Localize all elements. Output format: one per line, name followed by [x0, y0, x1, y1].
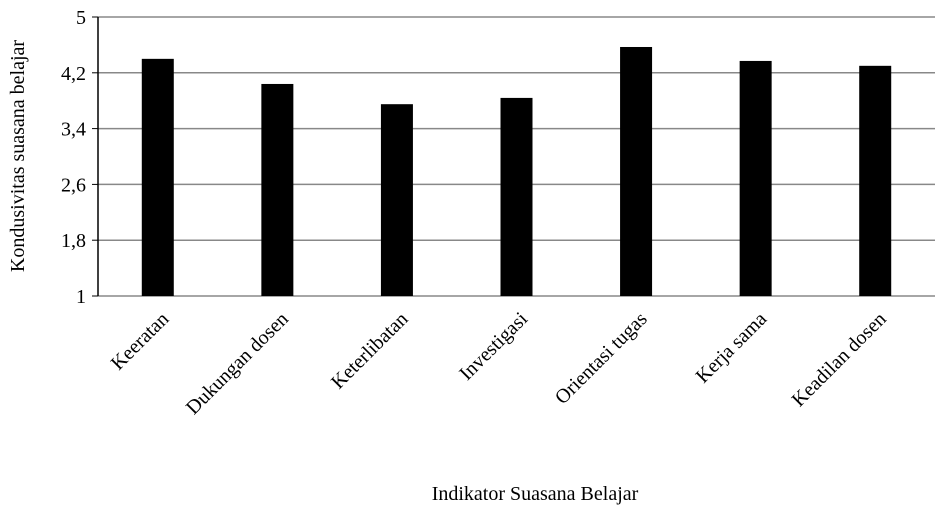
- bar: [380, 104, 413, 296]
- x-tick-label: Dukungan dosen: [182, 308, 293, 419]
- bar: [500, 97, 533, 296]
- bar: [739, 60, 772, 296]
- y-tick-label: 2,6: [61, 174, 86, 196]
- x-axis-title: Indikator Suasana Belajar: [432, 483, 639, 505]
- x-tick-label: Orientasi tugas: [551, 308, 652, 409]
- y-tick-label: 1,8: [61, 230, 86, 252]
- y-axis-title: Kondusivitas suasana belajar: [7, 40, 29, 272]
- x-tick-label: Investigasi: [455, 308, 532, 385]
- x-tick-label: Keterlibatan: [327, 308, 412, 393]
- y-tick-label: 5: [76, 7, 86, 29]
- y-tick-label: 4,2: [61, 63, 86, 85]
- x-tick-label: Keeratan: [107, 308, 174, 375]
- x-tick-label: Kerja sama: [692, 308, 772, 388]
- bar: [261, 83, 294, 297]
- bar: [620, 46, 653, 297]
- x-tick-label: Keadilan dosen: [788, 308, 891, 411]
- bar: [859, 65, 892, 296]
- y-tick-label: 1: [76, 286, 86, 308]
- bar: [141, 58, 174, 296]
- y-tick-label: 3,4: [61, 119, 86, 141]
